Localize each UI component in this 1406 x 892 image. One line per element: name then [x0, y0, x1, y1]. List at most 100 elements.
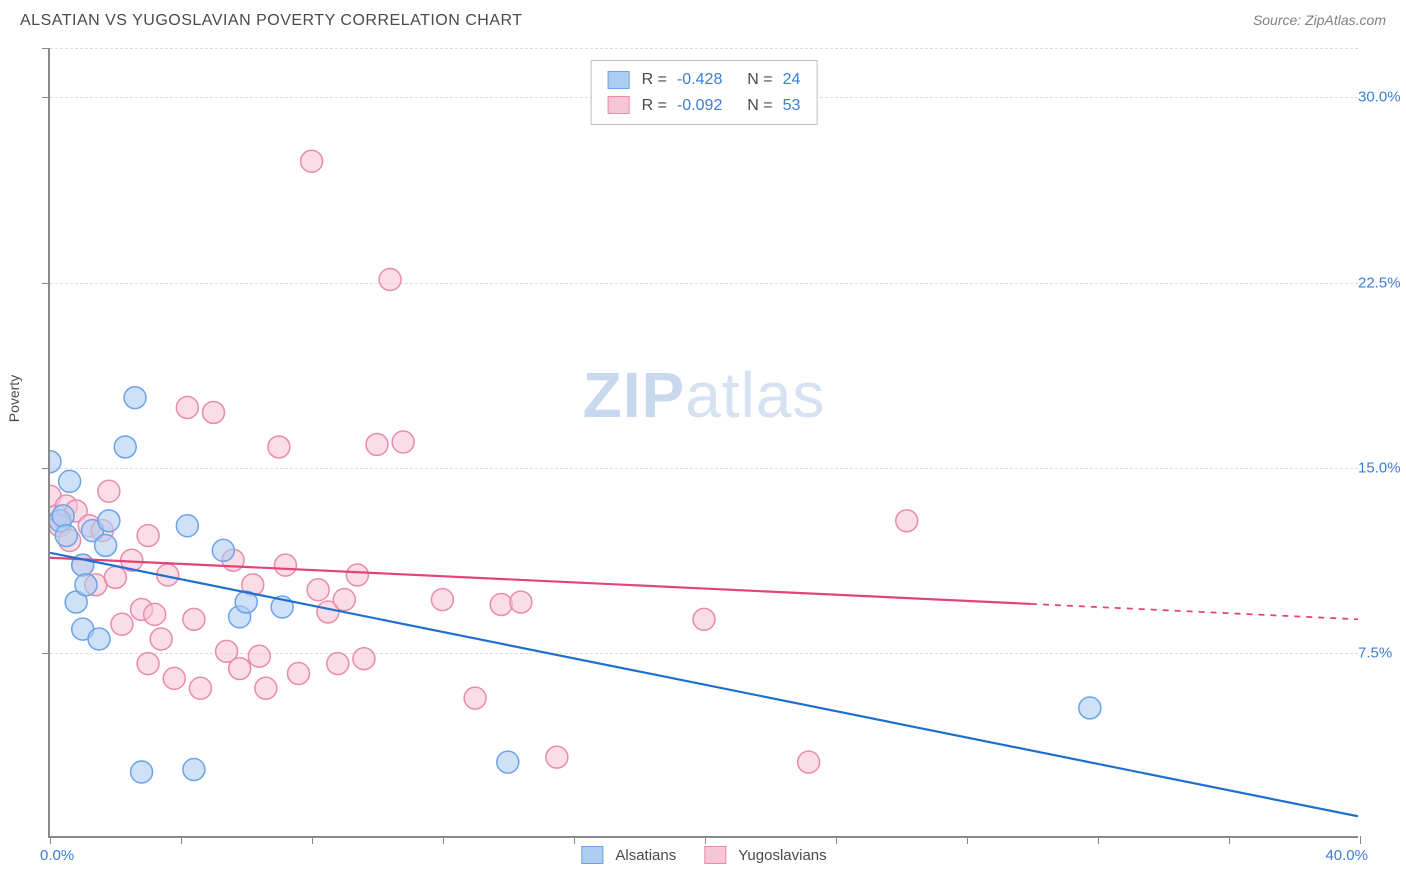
y-tick-label: 7.5% — [1358, 644, 1406, 661]
y-axis-label: Poverty — [6, 375, 22, 422]
scatter-point — [301, 150, 323, 172]
scatter-point — [353, 648, 375, 670]
y-tick — [42, 283, 50, 284]
scatter-point — [510, 591, 532, 613]
correlation-row-2: R = -0.092 N = 53 — [608, 93, 801, 119]
scatter-point — [124, 387, 146, 409]
scatter-point — [55, 525, 77, 547]
x-tick — [50, 836, 51, 844]
scatter-point — [366, 433, 388, 455]
scatter-point — [137, 653, 159, 675]
x-tick — [574, 836, 575, 844]
y-tick — [42, 468, 50, 469]
scatter-point — [176, 397, 198, 419]
r-value-yugoslavians: -0.092 — [677, 93, 722, 119]
scatter-point — [203, 401, 225, 423]
y-tick-label: 30.0% — [1358, 89, 1406, 106]
scatter-point — [274, 554, 296, 576]
chart-title: ALSATIAN VS YUGOSLAVIAN POVERTY CORRELAT… — [20, 12, 523, 30]
scatter-point — [268, 436, 290, 458]
r-label: R = — [642, 67, 667, 93]
scatter-point — [497, 751, 519, 773]
scatter-point — [114, 436, 136, 458]
scatter-point — [288, 663, 310, 685]
scatter-point — [98, 510, 120, 532]
x-tick — [312, 836, 313, 844]
x-tick — [705, 836, 706, 844]
x-tick — [1098, 836, 1099, 844]
n-label: N = — [747, 67, 772, 93]
x-tick — [1360, 836, 1361, 844]
series-legend: Alsatians Yugoslavians — [581, 846, 826, 864]
scatter-point — [248, 645, 270, 667]
scatter-point — [255, 677, 277, 699]
scatter-point — [346, 564, 368, 586]
y-tick-label: 22.5% — [1358, 274, 1406, 291]
scatter-point — [693, 608, 715, 630]
x-origin-label: 0.0% — [40, 847, 74, 864]
scatter-point — [183, 759, 205, 781]
scatter-point — [307, 579, 329, 601]
swatch-alsatians — [608, 71, 630, 89]
chart-container: Poverty ZIPatlas R = -0.428 N = 24 R = -… — [0, 38, 1406, 888]
scatter-point — [327, 653, 349, 675]
scatter-point — [150, 628, 172, 650]
y-tick — [42, 97, 50, 98]
swatch-yugoslavians — [608, 96, 630, 114]
scatter-point — [137, 525, 159, 547]
x-tick — [443, 836, 444, 844]
r-label: R = — [642, 93, 667, 119]
correlation-legend: R = -0.428 N = 24 R = -0.092 N = 53 — [591, 60, 818, 125]
scatter-point — [798, 751, 820, 773]
n-label: N = — [747, 93, 772, 119]
scatter-point — [52, 505, 74, 527]
y-tick — [42, 48, 50, 49]
legend-item-yugoslavians: Yugoslavians — [704, 846, 826, 864]
n-value-alsatians: 24 — [783, 67, 801, 93]
scatter-point — [75, 574, 97, 596]
scatter-point — [431, 589, 453, 611]
scatter-point — [546, 746, 568, 768]
plot-area: ZIPatlas R = -0.428 N = 24 R = -0.092 N … — [48, 48, 1358, 838]
scatter-svg — [50, 48, 1358, 836]
y-tick-label: 15.0% — [1358, 459, 1406, 476]
trend-line-extrapolated — [1031, 604, 1358, 619]
r-value-alsatians: -0.428 — [677, 67, 722, 93]
correlation-row-1: R = -0.428 N = 24 — [608, 67, 801, 93]
scatter-point — [95, 534, 117, 556]
scatter-point — [98, 480, 120, 502]
scatter-point — [50, 451, 61, 473]
n-value-yugoslavians: 53 — [783, 93, 801, 119]
x-tick — [181, 836, 182, 844]
swatch-alsatians-icon — [581, 846, 603, 864]
trend-line — [50, 553, 1358, 816]
scatter-point — [392, 431, 414, 453]
y-tick — [42, 653, 50, 654]
scatter-point — [896, 510, 918, 532]
scatter-point — [379, 269, 401, 291]
x-tick — [1229, 836, 1230, 844]
legend-item-alsatians: Alsatians — [581, 846, 676, 864]
x-max-label: 40.0% — [1325, 847, 1368, 864]
scatter-point — [104, 566, 126, 588]
scatter-point — [88, 628, 110, 650]
x-tick — [967, 836, 968, 844]
chart-header: ALSATIAN VS YUGOSLAVIAN POVERTY CORRELAT… — [0, 0, 1406, 38]
scatter-point — [183, 608, 205, 630]
scatter-point — [464, 687, 486, 709]
legend-label-alsatians: Alsatians — [615, 847, 676, 864]
scatter-point — [212, 539, 234, 561]
scatter-point — [144, 603, 166, 625]
scatter-point — [333, 589, 355, 611]
scatter-point — [1079, 697, 1101, 719]
scatter-point — [176, 515, 198, 537]
chart-source: Source: ZipAtlas.com — [1253, 12, 1386, 28]
swatch-yugoslavians-icon — [704, 846, 726, 864]
scatter-point — [490, 594, 512, 616]
scatter-point — [131, 761, 153, 783]
scatter-point — [59, 470, 81, 492]
trend-line — [50, 558, 1031, 604]
scatter-point — [189, 677, 211, 699]
scatter-point — [111, 613, 133, 635]
scatter-point — [163, 667, 185, 689]
